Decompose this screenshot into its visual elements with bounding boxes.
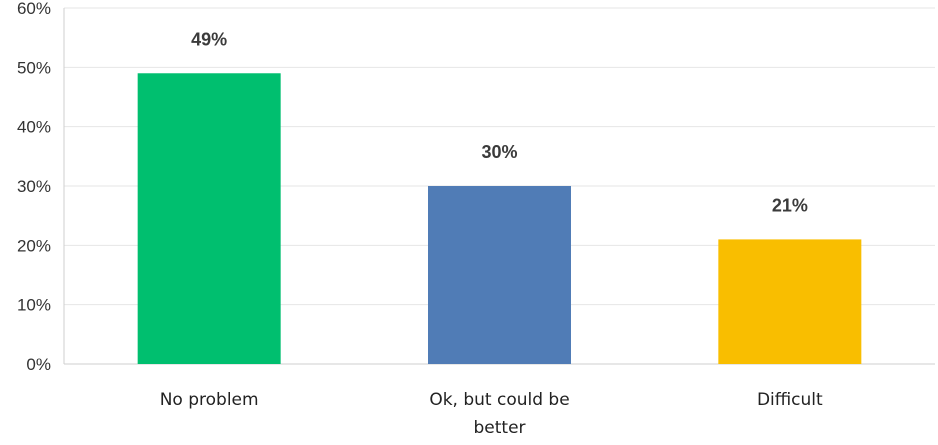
data-label: 49% [191, 29, 227, 49]
y-tick-label: 40% [17, 118, 51, 137]
x-category-labels: No problem Ok, but could be better Difficul… [160, 390, 823, 438]
y-tick-label: 60% [17, 0, 51, 18]
data-labels: 49% 30% 21% [191, 29, 808, 215]
x-category-label: Ok, but could be better [429, 390, 569, 438]
x-category-label: Difficult [757, 390, 823, 410]
y-tick-label: 10% [17, 296, 51, 315]
y-tick-label: 0% [26, 355, 51, 374]
bar [137, 73, 281, 365]
y-tick-labels: 0% 10% 20% 30% 40% 50% 60% [17, 0, 51, 374]
x-category-label: No problem [160, 390, 259, 410]
bar [718, 239, 862, 364]
y-tick-label: 20% [17, 236, 51, 255]
y-tick-label: 50% [17, 58, 51, 77]
bars [137, 73, 862, 365]
data-label: 21% [772, 195, 808, 215]
y-tick-label: 30% [17, 177, 51, 196]
data-label: 30% [481, 142, 517, 162]
bar [428, 186, 571, 364]
